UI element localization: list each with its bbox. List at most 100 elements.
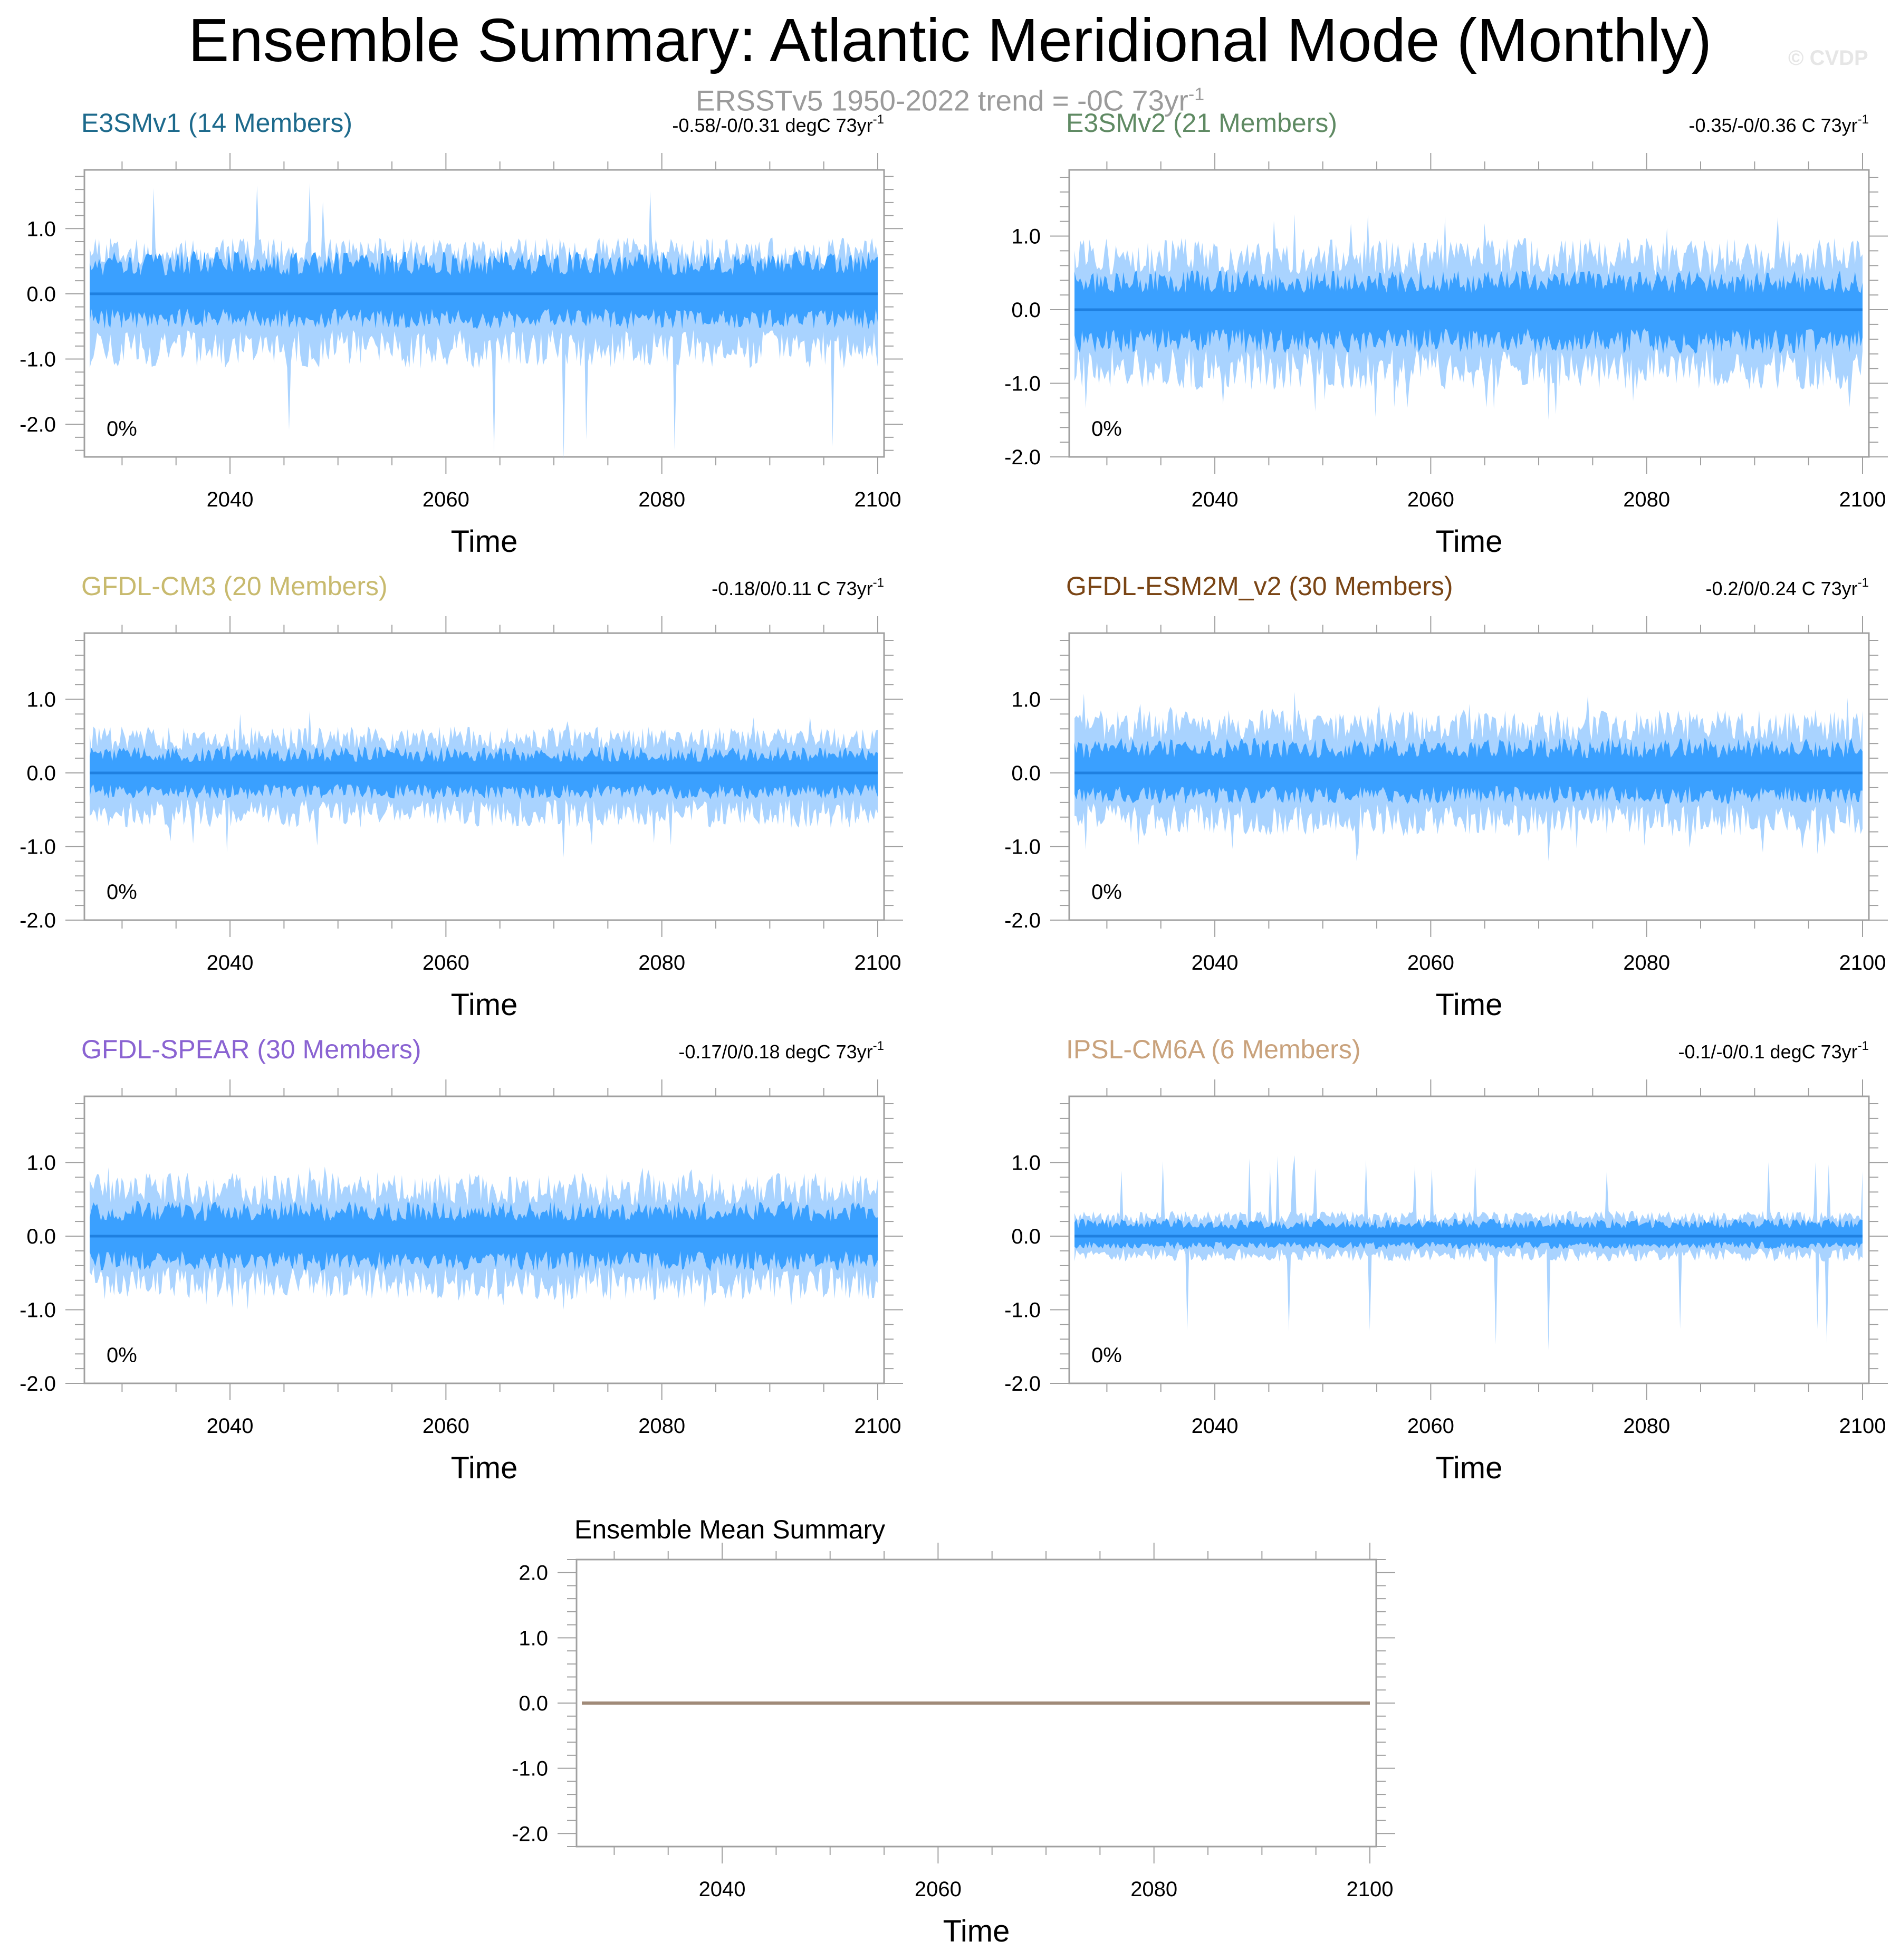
y-tick-label: -2.0 [20, 909, 56, 932]
y-tick-label: 0.0 [1011, 1225, 1041, 1248]
chart-panel: 2.0 1.0 0.0 -1.0 -2.0 2040 2060 2080 2100 Time Ens… [512, 1515, 1395, 1948]
trend-label: -0.18/0/0.11 C 73yr-1 [712, 576, 884, 599]
x-axis-title: Time [1436, 1451, 1503, 1485]
trend-label: -0.35/-0/0.36 C 73yr-1 [1688, 112, 1869, 136]
chart-panel: 1.0 0.0 -1.0 -2.0 2040 2060 2080 2100 Time GFDL-E… [1004, 571, 1888, 1022]
trend-superscript: -1 [1858, 112, 1869, 127]
y-tick-label: 1.0 [26, 1152, 56, 1175]
plot-frame [83, 632, 885, 921]
x-tick-label: 2100 [855, 951, 901, 974]
panel-title: GFDL-SPEAR (30 Members) [81, 1035, 421, 1064]
y-tick-label: -1.0 [20, 348, 56, 371]
x-tick-label: 2100 [1839, 1414, 1886, 1438]
x-tick-label: 2080 [1130, 1878, 1177, 1901]
trend-superscript: -1 [873, 576, 884, 590]
trend-text: -0.18/0/0.11 C 73yr [712, 578, 873, 599]
trend-superscript: -1 [873, 1039, 884, 1053]
x-tick-label: 2080 [638, 488, 685, 511]
trend-label: -0.17/0/0.18 degC 73yr-1 [678, 1039, 884, 1063]
trend-superscript: -1 [1858, 576, 1869, 590]
y-tick-label: 1.0 [26, 217, 56, 241]
x-tick-label: 2060 [1407, 1414, 1454, 1438]
trend-text: -0.58/-0/0.31 degC 73yr [672, 114, 872, 136]
y-tick-label: 0.0 [1011, 299, 1041, 322]
y-tick-label: 0.0 [519, 1692, 548, 1715]
y-tick-label: -1.0 [20, 1299, 56, 1322]
ensemble-interquartile-band [90, 251, 878, 329]
trend-text: -0.17/0/0.18 degC 73yr [678, 1041, 872, 1063]
x-tick-label: 2060 [915, 1878, 962, 1901]
subtitle: ERSSTv5 1950-2022 trend = -0C 73yr-1 [0, 76, 1900, 119]
chart-panel: 1.0 0.0 -1.0 -2.0 2040 2060 2080 2100 Time E3SMv1… [20, 108, 903, 559]
x-axis-title: Time [451, 1451, 518, 1485]
percent-label: 0% [107, 1344, 137, 1367]
y-tick-label: -1.0 [512, 1757, 548, 1781]
x-axis-title: Time [1436, 524, 1503, 559]
y-tick-label: -1.0 [1004, 372, 1041, 396]
x-tick-label: 2100 [1839, 488, 1886, 511]
x-tick-label: 2080 [638, 951, 685, 974]
y-tick-label: -2.0 [1004, 909, 1041, 932]
x-tick-label: 2080 [1623, 951, 1670, 974]
trend-text: -0.35/-0/0.36 C 73yr [1688, 114, 1857, 136]
trend-superscript: -1 [1858, 1039, 1869, 1053]
ensemble-range-band [90, 183, 878, 461]
y-tick-label: -2.0 [512, 1822, 548, 1846]
percent-label: 0% [107, 417, 137, 441]
ensemble-interquartile-band [1074, 738, 1863, 804]
y-tick-label: -1.0 [1004, 836, 1041, 859]
x-tick-label: 2100 [1347, 1878, 1394, 1901]
x-tick-label: 2040 [1192, 1414, 1239, 1438]
subtitle-text: ERSSTv5 1950-2022 trend = -0C 73yr [695, 84, 1188, 117]
percent-label: 0% [1091, 1344, 1122, 1367]
ensemble-range-band [1074, 1155, 1863, 1351]
trend-label: -0.1/-0/0.1 degC 73yr-1 [1678, 1039, 1869, 1063]
x-tick-label: 2100 [855, 1414, 901, 1438]
chart-panel: 1.0 0.0 -1.0 -2.0 2040 2060 2080 2100 Time E3SMv2… [1004, 108, 1888, 559]
y-tick-label: -1.0 [1004, 1299, 1041, 1322]
y-tick-label: 2.0 [519, 1562, 548, 1585]
panel-title: E3SMv1 (14 Members) [81, 108, 352, 138]
y-tick-label: 1.0 [1011, 689, 1041, 712]
x-axis-title: Time [943, 1914, 1010, 1948]
x-tick-label: 2080 [638, 1414, 685, 1438]
x-tick-label: 2040 [1192, 488, 1239, 511]
panel-title: IPSL-CM6A (6 Members) [1066, 1035, 1360, 1064]
x-tick-label: 2040 [207, 1414, 254, 1438]
trend-label: -0.58/-0/0.31 degC 73yr-1 [672, 112, 884, 136]
y-tick-label: 1.0 [26, 689, 56, 712]
x-tick-label: 2040 [1192, 951, 1239, 974]
panel-title: GFDL-CM3 (20 Members) [81, 571, 388, 601]
x-axis-title: Time [451, 988, 518, 1022]
x-tick-label: 2100 [855, 488, 901, 511]
panel-title: E3SMv2 (21 Members) [1066, 108, 1337, 138]
chart-panel: 1.0 0.0 -1.0 -2.0 2040 2060 2080 2100 Time IPSL-C… [1004, 1035, 1888, 1485]
ensemble-interquartile-band [1074, 1218, 1863, 1250]
panel-title: GFDL-ESM2M_v2 (30 Members) [1066, 571, 1453, 601]
x-tick-label: 2060 [1407, 488, 1454, 511]
x-axis-title: Time [1436, 988, 1503, 1022]
percent-label: 0% [1091, 417, 1122, 441]
x-tick-label: 2040 [207, 488, 254, 511]
y-tick-label: 1.0 [519, 1627, 548, 1650]
y-tick-label: 1.0 [1011, 225, 1041, 248]
trend-text: -0.1/-0/0.1 degC 73yr [1678, 1041, 1857, 1063]
trend-label: -0.2/0/0.24 C 73yr-1 [1705, 576, 1869, 599]
ensemble-interquartile-band [1074, 270, 1863, 354]
y-tick-label: -2.0 [20, 413, 56, 436]
subtitle-superscript: -1 [1188, 84, 1205, 104]
plot-frame [83, 1095, 885, 1384]
plot-frame [83, 169, 885, 458]
y-tick-label: 0.0 [26, 1225, 56, 1248]
plot-frame [1068, 632, 1870, 921]
y-tick-label: 0.0 [1011, 762, 1041, 785]
y-tick-label: -2.0 [1004, 446, 1041, 469]
x-tick-label: 2060 [423, 951, 469, 974]
watermark: © CVDP [1788, 46, 1868, 70]
x-tick-label: 2060 [1407, 951, 1454, 974]
x-tick-label: 2060 [423, 1414, 469, 1438]
x-tick-label: 2040 [207, 951, 254, 974]
x-tick-label: 2040 [699, 1878, 746, 1901]
chart-panel: 1.0 0.0 -1.0 -2.0 2040 2060 2080 2100 Time GFDL-S… [20, 1035, 903, 1485]
